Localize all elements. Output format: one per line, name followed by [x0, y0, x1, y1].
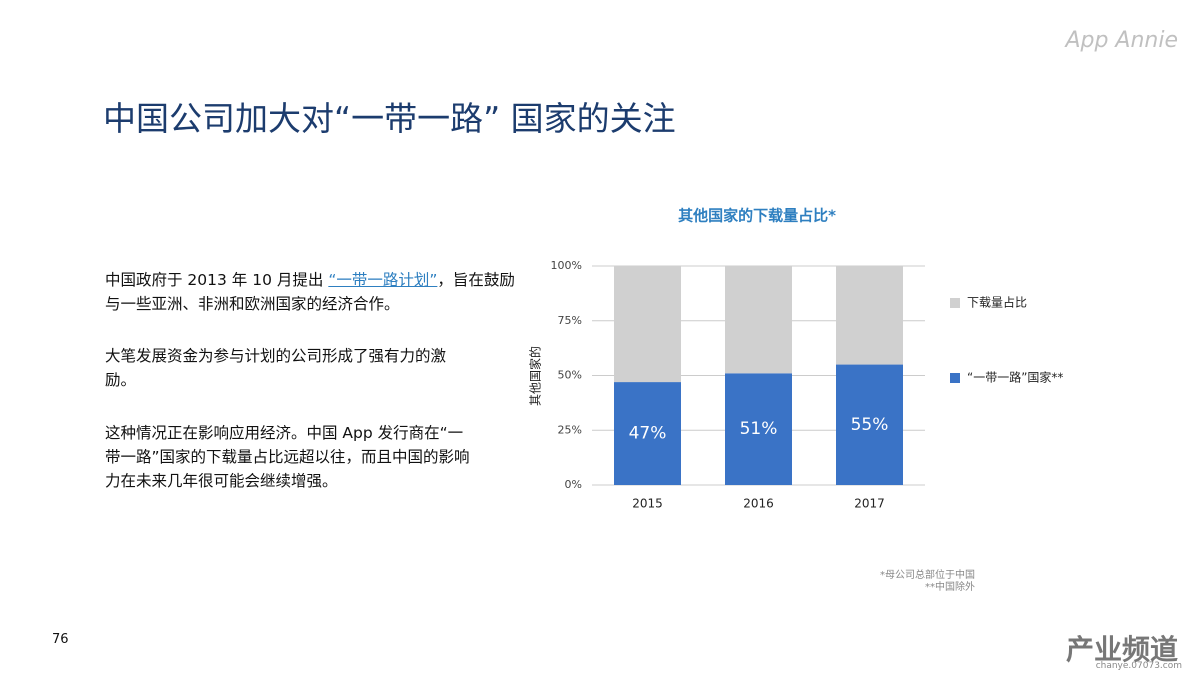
bar-segment [614, 382, 681, 485]
text: ， [437, 271, 453, 289]
paragraph: 中国政府于 2013 年 10 月提出 “一带一路计划”，旨在鼓励与一些亚洲、非… [105, 268, 525, 316]
paragraph: 这种情况正在影响应用经济。中国 App 发行商在“一带一路”国家的下载量占比远超… [105, 424, 470, 490]
link[interactable]: “一带一路计划” [328, 271, 438, 289]
footnote: **中国除外 [925, 582, 975, 593]
x-tick-label: 2015 [632, 497, 663, 511]
logo: App Annie [1065, 28, 1178, 53]
text: 中国政府于 2013 年 10 月提出 [105, 271, 329, 289]
bar-segment [836, 364, 903, 485]
chart-title: 其他国家的下载量占比* [678, 207, 836, 225]
slide-title: 中国公司加大对“一带一路” 国家的关注 [103, 99, 676, 138]
page-number: 76 [52, 632, 69, 647]
bar-segment [725, 266, 792, 374]
y-tick-label: 100% [551, 259, 582, 272]
x-tick-label: 2016 [743, 497, 774, 511]
legend-swatch [950, 298, 960, 308]
data-label: 47% [629, 424, 667, 444]
legend-label: 下载量占比 [967, 295, 1027, 310]
y-tick-label: 25% [558, 423, 582, 436]
y-tick-label: 0% [565, 478, 582, 491]
text: 旨在鼓励与一些亚洲、非洲和欧洲国家的经济合作。 [105, 271, 515, 313]
watermark: 产业频道 [1065, 633, 1178, 666]
bar-segment [614, 266, 681, 383]
legend-label: “一带一路”国家** [967, 370, 1063, 385]
paragraph: 大笔发展资金为参与计划的公司形成了强有力的激励。 [105, 347, 447, 389]
bar-segment [725, 373, 792, 485]
legend-swatch [950, 373, 960, 383]
y-axis-label: 其他国家的 [528, 346, 543, 406]
footnote: *母公司总部位于中国 [880, 570, 975, 581]
data-label: 51% [740, 419, 778, 439]
y-tick-label: 50% [558, 369, 582, 382]
y-tick-label: 75% [558, 314, 582, 327]
data-label: 55% [851, 415, 889, 435]
x-tick-label: 2017 [854, 497, 885, 511]
watermark: chanye.07073.com [1095, 661, 1182, 671]
bar-segment [836, 266, 903, 365]
